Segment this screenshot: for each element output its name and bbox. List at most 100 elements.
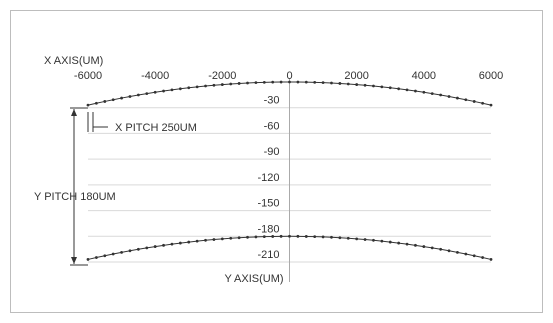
y-tick-label: -210 xyxy=(257,249,279,261)
data-point xyxy=(136,247,140,251)
data-point xyxy=(170,242,174,246)
data-point xyxy=(153,245,157,248)
y-pitch-arrowhead-bottom xyxy=(71,257,77,264)
y-tick-label: -120 xyxy=(257,172,279,184)
data-point xyxy=(439,247,443,251)
x-tick-label: 4000 xyxy=(412,70,436,82)
x-tick-label: 2000 xyxy=(344,70,368,82)
data-point xyxy=(456,96,459,100)
data-point xyxy=(94,101,98,105)
data-point xyxy=(321,235,325,239)
data-point xyxy=(456,250,459,254)
y-tick-label: -60 xyxy=(264,120,280,132)
data-point xyxy=(204,84,207,88)
data-point xyxy=(405,88,409,92)
data-point xyxy=(204,238,207,242)
data-point xyxy=(447,95,451,98)
data-point xyxy=(195,239,199,243)
data-point xyxy=(145,246,149,250)
data-point xyxy=(321,81,325,85)
data-point xyxy=(430,92,434,96)
data-point xyxy=(120,96,123,100)
data-point xyxy=(288,80,291,84)
data-point xyxy=(330,235,333,239)
data-point xyxy=(279,80,283,84)
data-point xyxy=(103,100,107,103)
data-point xyxy=(304,235,308,238)
data-point xyxy=(237,236,241,240)
data-point xyxy=(271,235,275,238)
data-point xyxy=(103,254,107,258)
data-point xyxy=(380,85,384,89)
data-point xyxy=(422,245,426,248)
data-point xyxy=(304,80,308,84)
data-point xyxy=(178,241,182,245)
data-point xyxy=(237,82,241,85)
data-point xyxy=(279,234,283,238)
y-pitch-label: Y PITCH 180UM xyxy=(34,191,116,203)
x-pitch-label: X PITCH 250UM xyxy=(115,122,197,134)
data-point xyxy=(464,98,468,102)
data-point xyxy=(86,103,90,107)
data-point xyxy=(372,84,375,88)
x-axis-title: X AXIS(UM) xyxy=(44,55,103,67)
data-point xyxy=(296,80,300,84)
data-point xyxy=(128,95,132,98)
data-point xyxy=(422,90,426,94)
data-point xyxy=(355,83,359,86)
data-point xyxy=(271,80,275,84)
data-point xyxy=(346,82,350,86)
data-point xyxy=(439,93,443,97)
series xyxy=(86,80,493,107)
data-point xyxy=(145,92,149,96)
x-tick-label: 0 xyxy=(286,70,292,82)
data-point xyxy=(120,250,123,254)
data-point xyxy=(380,239,384,243)
data-point xyxy=(472,100,476,103)
data-point xyxy=(338,236,342,240)
data-point xyxy=(86,258,90,261)
y-pitch-dimension xyxy=(70,107,88,266)
data-point xyxy=(162,243,165,247)
data-point xyxy=(187,240,191,244)
data-point xyxy=(187,86,191,90)
data-point xyxy=(472,254,476,258)
data-point xyxy=(372,238,375,242)
y-tick-label: -150 xyxy=(257,198,279,210)
x-pitch-dimension xyxy=(87,112,108,132)
y-tick-label: -90 xyxy=(264,146,280,158)
data-point xyxy=(388,86,392,90)
data-point xyxy=(355,237,359,241)
data-point xyxy=(489,258,493,261)
data-point xyxy=(262,80,266,84)
x-tick-label: -2000 xyxy=(208,70,236,82)
data-point xyxy=(296,234,300,238)
data-point xyxy=(338,82,342,85)
data-point xyxy=(246,81,249,85)
data-point xyxy=(136,93,140,97)
data-point xyxy=(346,236,350,240)
figure-frame xyxy=(10,10,543,313)
data-point xyxy=(313,235,317,239)
data-point xyxy=(330,81,333,85)
data-point xyxy=(162,89,165,93)
data-point xyxy=(262,235,266,239)
data-point xyxy=(220,237,224,241)
y-tick-label: -30 xyxy=(264,95,280,107)
data-point xyxy=(397,241,401,245)
data-point xyxy=(153,90,157,94)
y-tick-label: -180 xyxy=(257,223,279,235)
data-point xyxy=(489,103,493,107)
data-point xyxy=(170,88,174,92)
data-point xyxy=(464,252,468,256)
data-point xyxy=(481,101,485,105)
data-point xyxy=(220,83,224,86)
data-point xyxy=(481,256,485,259)
data-point xyxy=(195,85,199,89)
x-tick-label: -4000 xyxy=(141,70,169,82)
data-point xyxy=(111,252,115,256)
y-pitch-arrowhead-top xyxy=(71,109,77,116)
data-point xyxy=(414,89,417,93)
data-point xyxy=(447,249,451,253)
series xyxy=(86,234,493,261)
